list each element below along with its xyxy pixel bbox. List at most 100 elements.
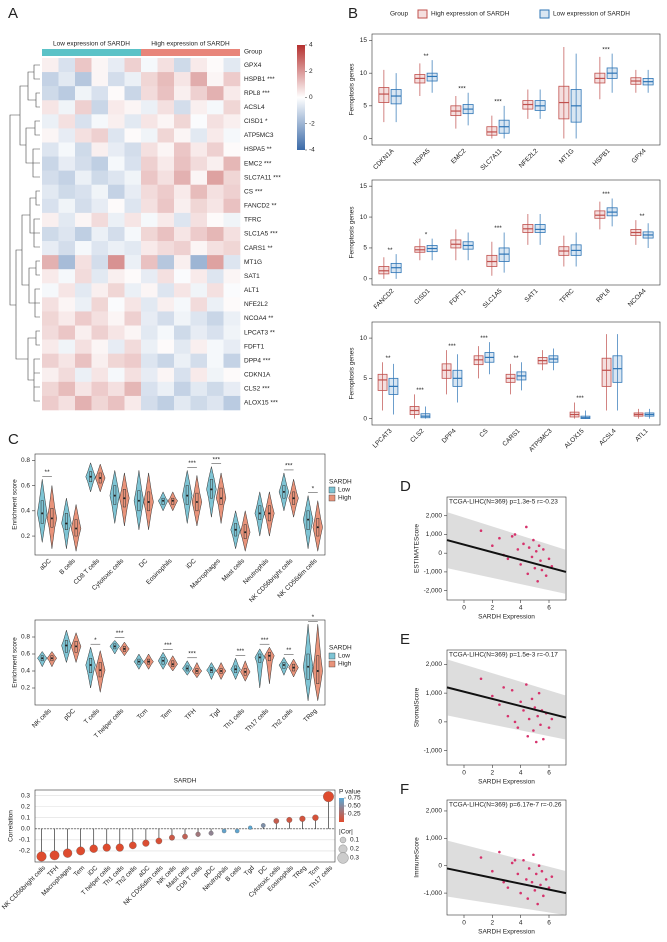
x-tick-label: GPX4 [630, 147, 647, 164]
heat-cell [108, 269, 125, 284]
point [519, 700, 522, 704]
heat-cell [75, 311, 92, 326]
heat-cell [42, 283, 59, 298]
heat-cell [58, 241, 76, 256]
violin [264, 646, 275, 684]
heat-cell [75, 212, 92, 228]
x-tick-label: Tcm [136, 708, 149, 721]
heat-cell [190, 212, 208, 228]
heat-cell [108, 395, 125, 411]
heat-cell [190, 395, 208, 411]
x-tick-label: SLC1A5 [482, 287, 504, 309]
x-tick-label: Th17 cells [244, 707, 270, 733]
x-tick-label: TFRC [558, 287, 575, 304]
heat-cell [108, 241, 125, 256]
point [532, 538, 535, 542]
heat-cell [157, 269, 175, 284]
x-tick-label: pDC [63, 707, 77, 721]
significance: * [425, 231, 428, 238]
point [537, 691, 541, 695]
violin-median [99, 669, 102, 672]
heat-cell [207, 255, 224, 270]
point [516, 548, 520, 551]
box [534, 224, 546, 233]
heat-cell [58, 156, 76, 171]
significance: *** [261, 637, 269, 644]
violin-box [147, 658, 151, 665]
point [539, 723, 542, 727]
point [510, 688, 514, 692]
heat-cell [190, 339, 208, 354]
row-label: ACSL4 [244, 104, 265, 111]
heat-cell [58, 184, 76, 200]
heat-cell [207, 283, 224, 298]
heat-cell [174, 170, 191, 186]
heat-cell [223, 58, 241, 73]
heat-cell [91, 297, 109, 312]
size-key [337, 852, 349, 864]
heat-cell [223, 325, 241, 340]
heat-cell [223, 128, 241, 143]
x-tick-label: 0 [462, 770, 466, 777]
lollipop-dot [248, 825, 253, 830]
y-tick-label: 0.3 [21, 792, 30, 799]
point [550, 717, 554, 721]
lollipop-dot [142, 839, 150, 847]
heat-cell [190, 58, 208, 73]
heat-cell [58, 142, 76, 157]
heat-cell [141, 269, 158, 284]
heat-cell [223, 86, 241, 101]
x-tick-label: B cells [224, 864, 243, 883]
point [525, 878, 528, 881]
violin-box [40, 500, 44, 524]
box [378, 266, 390, 275]
heat-cell [223, 283, 241, 298]
y-tick-label: 15 [360, 37, 368, 44]
heat-cell [75, 297, 92, 312]
violin [95, 650, 106, 693]
violin [254, 648, 265, 689]
heat-cell [141, 58, 158, 73]
heat-cell [223, 156, 241, 171]
violin-median [162, 499, 165, 502]
violin-median [137, 499, 140, 502]
significance: *** [494, 99, 502, 106]
heat-cell [42, 297, 59, 312]
row-label: GPX4 [244, 62, 262, 69]
heat-cell [174, 198, 191, 214]
heat-cell [124, 241, 142, 256]
size-key [338, 844, 348, 854]
violin [278, 657, 289, 676]
heat-cell [75, 128, 92, 143]
heat-cell [108, 226, 125, 242]
point [537, 864, 541, 868]
y-tick-label: -1,000 [424, 890, 443, 897]
violin-box [258, 653, 262, 663]
heat-cell [157, 241, 175, 256]
x-tick-label: NK cells [31, 707, 53, 729]
x-tick-label: iDC [185, 557, 198, 570]
heat-cell [58, 86, 76, 101]
violin-median [258, 656, 261, 659]
chart-title: SARDH [174, 778, 197, 785]
heat-cell [124, 198, 142, 214]
heat-cell [91, 114, 109, 129]
point [506, 714, 510, 718]
heat-cell [91, 395, 109, 411]
heat-cell [207, 184, 224, 200]
heat-cell [58, 226, 76, 242]
significance: *** [188, 460, 196, 467]
significance: ** [385, 355, 391, 362]
point [506, 886, 510, 889]
violin [71, 632, 82, 663]
point [522, 858, 525, 862]
heat-cell [58, 72, 76, 87]
significance: *** [458, 85, 466, 92]
point [542, 737, 545, 741]
violin-box [137, 658, 141, 665]
p-tick-label: 0.25 [348, 811, 361, 818]
heat-cell [157, 58, 175, 73]
row-label: SLC7A11 *** [244, 174, 281, 181]
violin-median [41, 657, 44, 660]
heat-cell [223, 170, 241, 186]
